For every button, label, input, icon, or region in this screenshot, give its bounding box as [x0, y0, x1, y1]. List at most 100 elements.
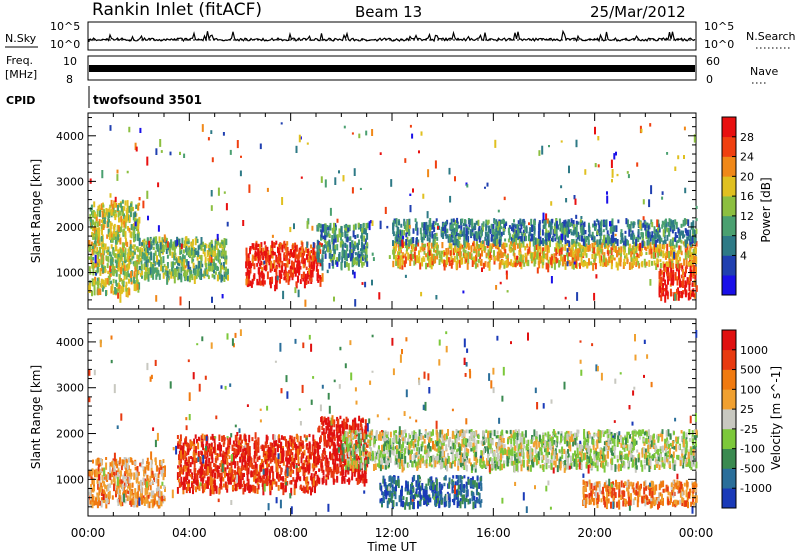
data-cell: [184, 237, 187, 245]
data-cell: [211, 433, 214, 439]
data-cell: [256, 456, 259, 462]
data-cell: [620, 246, 623, 254]
data-cell: [662, 283, 664, 287]
data-cell: [284, 469, 287, 477]
data-cell: [278, 243, 281, 248]
data-cell: [161, 247, 163, 252]
data-cell: [462, 223, 465, 227]
freq-label: Freq.: [6, 54, 33, 67]
data-cell: [415, 221, 418, 228]
date-title: 25/Mar/2012: [590, 3, 686, 21]
data-cell: [608, 256, 611, 264]
data-cell: [143, 242, 146, 249]
data-cell: [662, 240, 665, 245]
data-cell: [600, 242, 603, 249]
data-cell: [581, 247, 584, 252]
data-cell: [456, 217, 459, 223]
data-cell: [482, 247, 485, 251]
data-cell: [103, 247, 106, 251]
data-cell: [466, 241, 469, 248]
data-cell: [392, 222, 395, 230]
scatter-cell: [505, 270, 508, 275]
data-cell: [670, 221, 673, 229]
data-cell: [500, 251, 503, 259]
data-cell: [301, 440, 304, 449]
data-cell: [684, 228, 687, 233]
data-cell: [537, 252, 540, 261]
data-cell: [469, 229, 472, 237]
data-cell: [497, 253, 500, 261]
data-cell: [401, 258, 404, 266]
data-cell: [96, 277, 99, 282]
data-cell: [100, 280, 103, 288]
data-cell: [164, 465, 166, 472]
data-cell: [610, 220, 613, 226]
data-cell: [263, 280, 266, 285]
data-cell: [673, 249, 676, 253]
data-cell: [126, 200, 129, 207]
scatter-cell: [312, 242, 315, 248]
scatter-cell: [295, 145, 298, 153]
data-cell: [137, 234, 140, 242]
scatter-cell: [146, 156, 149, 166]
data-cell: [257, 256, 260, 264]
data-cell: [273, 437, 276, 444]
data-cell: [289, 463, 292, 469]
data-cell: [198, 255, 201, 259]
data-cell: [469, 252, 472, 259]
data-cell: [154, 473, 157, 478]
data-cell: [283, 436, 286, 441]
nsky-line: [88, 29, 696, 43]
data-cell: [193, 455, 196, 462]
data-cell: [100, 224, 103, 232]
data-cell: [645, 261, 648, 266]
scatter-cell: [361, 282, 364, 285]
data-cell: [487, 254, 490, 260]
data-cell: [310, 473, 313, 481]
data-cell: [177, 272, 180, 281]
data-cell: [414, 218, 417, 222]
data-cell: [224, 250, 227, 259]
data-cell: [119, 289, 122, 297]
data-cell: [202, 487, 204, 494]
data-cell: [561, 246, 564, 251]
data-cell: [541, 229, 544, 236]
data-cell: [238, 443, 241, 451]
data-cell: [270, 260, 273, 269]
data-cell: [237, 448, 240, 456]
data-cell: [165, 266, 168, 271]
scatter-cell: [223, 191, 226, 194]
data-cell: [632, 237, 635, 244]
scatter-cell: [354, 299, 357, 307]
data-cell: [471, 227, 474, 236]
data-cell: [135, 224, 138, 231]
data-cell: [612, 226, 615, 231]
data-cell: [309, 266, 312, 272]
data-cell: [584, 239, 587, 247]
data-cell: [572, 239, 575, 244]
data-cell: [213, 274, 216, 280]
data-cell: [563, 220, 566, 227]
data-cell: [306, 248, 309, 254]
scatter-cell: [409, 124, 412, 128]
scatter-cell: [542, 212, 545, 221]
data-cell: [275, 481, 278, 487]
data-cell: [152, 246, 155, 250]
data-cell: [571, 261, 574, 269]
data-cell: [476, 263, 479, 268]
data-cell: [478, 226, 481, 232]
data-cell: [545, 237, 548, 242]
data-cell: [118, 288, 121, 294]
data-cell: [205, 483, 207, 488]
data-cell: [245, 278, 248, 286]
data-cell: [533, 219, 536, 225]
scatter-cell: [538, 150, 541, 156]
data-cell: [573, 250, 576, 254]
data-cell: [240, 465, 243, 472]
data-cell: [443, 263, 446, 271]
data-cell: [115, 260, 118, 269]
scatter-cell: [226, 221, 229, 227]
data-cell: [269, 487, 272, 496]
data-cell: [127, 490, 130, 495]
data-cell: [462, 247, 465, 252]
